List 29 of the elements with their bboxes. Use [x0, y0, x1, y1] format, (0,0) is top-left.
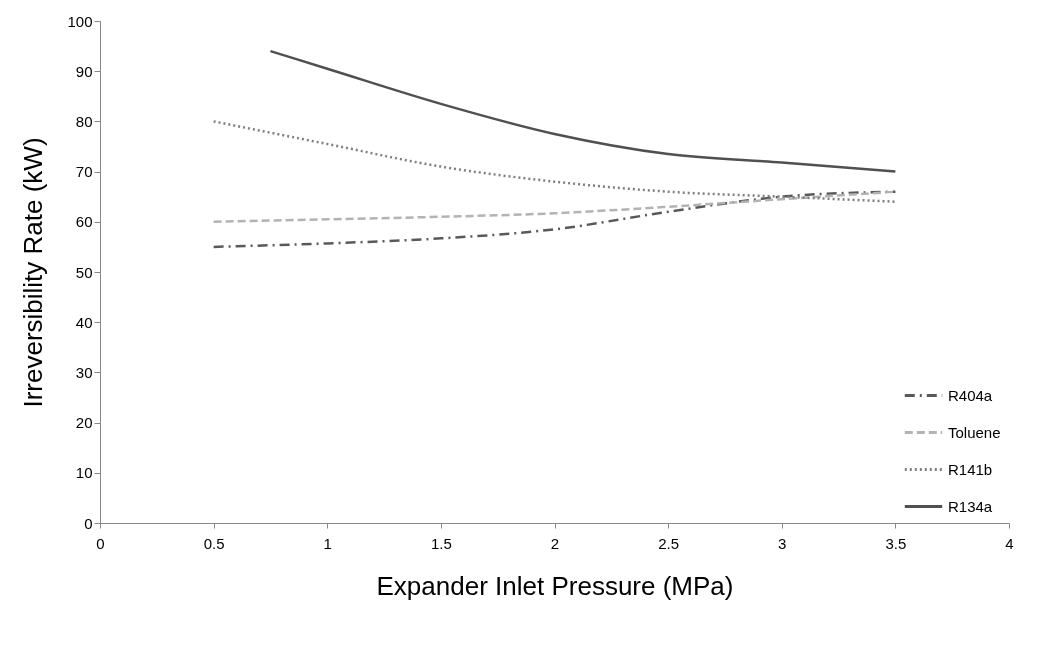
x-tick-label: 1 — [323, 534, 332, 552]
line-series — [269, 49, 897, 173]
y-tick-label: 0 — [84, 514, 93, 532]
line-series — [212, 190, 897, 249]
y-tick-label: 70 — [75, 163, 93, 181]
y-tick-label: 20 — [75, 414, 93, 432]
y-tick-label: 10 — [75, 464, 93, 482]
x-tick-label: 1.5 — [430, 534, 452, 552]
x-tick-label: 2 — [550, 534, 560, 552]
y-tick-label: 100 — [67, 12, 93, 30]
legend-label: Toluene — [948, 423, 1001, 441]
line-series — [212, 120, 897, 203]
y-tick-label: 80 — [75, 112, 93, 130]
y-tick-label: 50 — [75, 263, 93, 281]
y-tick-label: 40 — [75, 313, 93, 331]
x-tick-label: 2.5 — [658, 534, 680, 552]
legend-label: R141b — [948, 460, 993, 478]
x-tick-label: 0 — [96, 534, 105, 552]
legend-label: R134a — [948, 497, 993, 515]
y-tick-label: 60 — [75, 213, 93, 231]
y-axis-title: Irreversibility Rate (kW) — [18, 137, 49, 408]
x-tick-label: 0.5 — [203, 534, 225, 552]
x-tick-label: 3 — [778, 534, 787, 552]
x-axis-title: Expander Inlet Pressure (MPa) — [376, 570, 734, 601]
legend-label: R404a — [948, 386, 993, 404]
x-tick-label: 3.5 — [885, 534, 907, 552]
x-tick-label: 4 — [1005, 534, 1014, 552]
y-tick-label: 30 — [75, 363, 93, 381]
y-tick-label: 90 — [75, 62, 93, 80]
